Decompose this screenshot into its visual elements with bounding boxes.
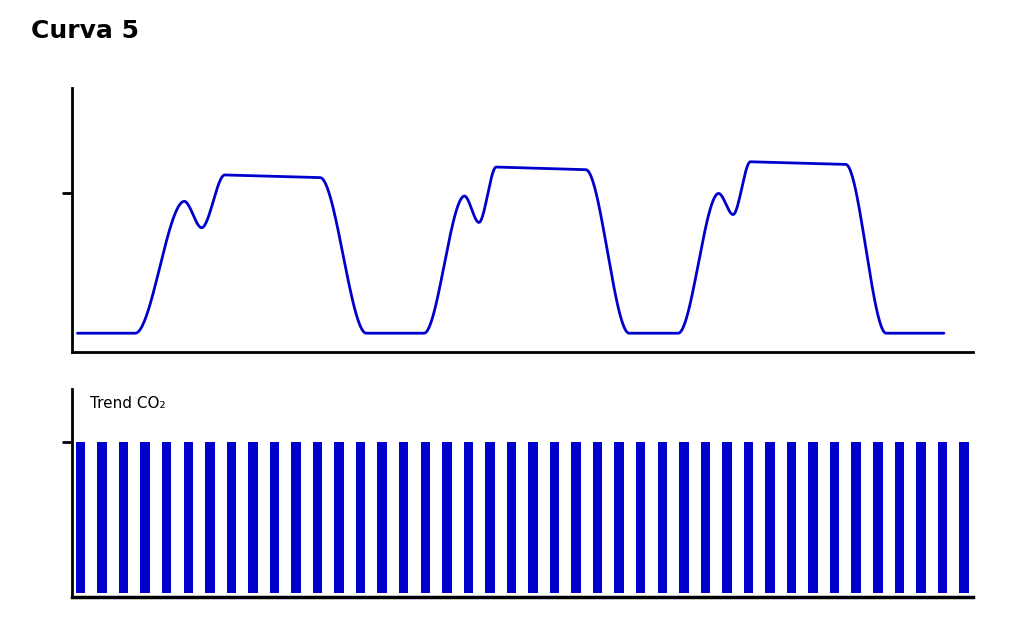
Bar	[119, 441, 128, 593]
Bar	[248, 441, 258, 593]
Bar	[97, 441, 106, 593]
Bar	[421, 441, 430, 593]
Bar	[765, 441, 775, 593]
Bar	[657, 441, 667, 593]
Bar	[464, 441, 473, 593]
Bar	[938, 441, 947, 593]
Bar	[399, 441, 409, 593]
Bar	[679, 441, 688, 593]
Bar	[614, 441, 624, 593]
Bar	[916, 441, 926, 593]
Bar	[269, 441, 280, 593]
Bar	[722, 441, 732, 593]
Bar	[205, 441, 215, 593]
Bar	[485, 441, 495, 593]
Bar	[76, 441, 85, 593]
Bar	[873, 441, 883, 593]
Bar	[356, 441, 366, 593]
Bar	[335, 441, 344, 593]
Text: Trend CO₂: Trend CO₂	[90, 396, 165, 411]
Bar	[808, 441, 818, 593]
Bar	[378, 441, 387, 593]
Bar	[312, 441, 323, 593]
Bar	[895, 441, 904, 593]
Bar	[636, 441, 645, 593]
Text: Curva 5: Curva 5	[31, 19, 138, 43]
Bar	[959, 441, 969, 593]
Bar	[593, 441, 602, 593]
Bar	[571, 441, 581, 593]
Bar	[743, 441, 754, 593]
Bar	[442, 441, 452, 593]
Bar	[226, 441, 237, 593]
Bar	[140, 441, 150, 593]
Bar	[852, 441, 861, 593]
Bar	[829, 441, 840, 593]
Bar	[528, 441, 538, 593]
Bar	[700, 441, 710, 593]
Bar	[162, 441, 171, 593]
Bar	[507, 441, 516, 593]
Bar	[183, 441, 193, 593]
Bar	[291, 441, 301, 593]
Bar	[786, 441, 797, 593]
Bar	[550, 441, 559, 593]
